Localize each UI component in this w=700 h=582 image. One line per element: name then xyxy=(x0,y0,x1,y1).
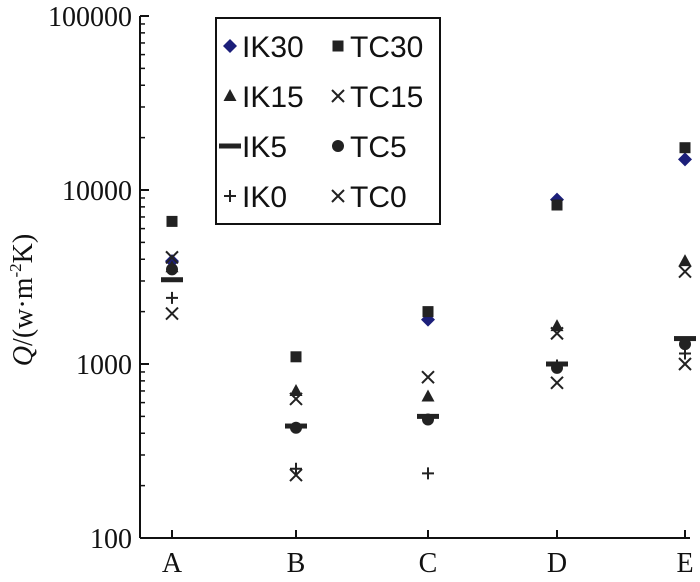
point-tc30-d xyxy=(551,199,563,211)
legend-marker-tc30 xyxy=(332,40,344,52)
point-tc5-b xyxy=(290,421,302,434)
x-tick-label: A xyxy=(162,548,183,579)
point-tc15-e xyxy=(678,264,692,279)
point-tc0-e xyxy=(678,357,692,371)
point-ik15-e xyxy=(678,254,692,267)
axes xyxy=(139,15,690,539)
y-axis-title-q: Q xyxy=(8,346,39,366)
point-tc30-a xyxy=(166,215,178,227)
legend-label-tc0: TC0 xyxy=(350,181,407,214)
point-tc0-b xyxy=(289,468,303,482)
x-tick-label: E xyxy=(676,548,693,579)
legend-marker-tc0 xyxy=(331,189,345,203)
legend-box xyxy=(215,17,441,225)
point-tc30-e xyxy=(679,142,691,154)
point-tc5-a xyxy=(166,263,178,276)
legend-label-ik0: IK0 xyxy=(242,181,287,214)
point-ik0-c xyxy=(422,467,434,480)
point-ik0-e xyxy=(679,347,691,360)
y-tick-label: 100 xyxy=(90,524,132,555)
point-tc0-d xyxy=(550,376,564,390)
legend: IK30 TC30 IK15 TC15 IK5 TC5 IK0 TC0 xyxy=(215,17,441,225)
y-tick-label: 10000 xyxy=(62,176,132,207)
point-ik15-b xyxy=(289,383,303,396)
point-tc15-b xyxy=(289,392,303,406)
point-ik0-b xyxy=(290,462,302,475)
point-ik30-e xyxy=(678,152,692,167)
point-ik15-c xyxy=(421,389,435,402)
x-tick-label: C xyxy=(419,548,438,579)
point-ik5-a xyxy=(161,277,183,283)
point-ik0-d xyxy=(551,359,563,372)
point-tc30-b xyxy=(290,351,302,363)
legend-label-tc5: TC5 xyxy=(350,131,407,164)
y-tick-label: 1000 xyxy=(76,350,132,381)
point-tc0-a xyxy=(165,306,179,321)
point-tc5-c xyxy=(422,413,434,426)
legend-marker-tc5 xyxy=(332,140,344,152)
point-tc30-c xyxy=(422,306,434,318)
legend-marker-ik5 xyxy=(219,143,241,149)
data-points xyxy=(161,142,696,482)
y-axis-title-exponent: -2 xyxy=(6,263,25,277)
point-tc15-c xyxy=(421,370,435,384)
legend-label-ik15: IK15 xyxy=(242,81,304,114)
point-tc15-a xyxy=(165,250,179,265)
legend-label-ik30: IK30 xyxy=(242,31,304,64)
x-tick-label: D xyxy=(547,548,567,579)
point-tc5-e xyxy=(679,338,691,351)
y-axis-title: Q/(w·m-2K) xyxy=(6,234,39,366)
y-axis-title-units: /(w·m xyxy=(8,277,39,346)
svg-text:Q/(w·m-2K): Q/(w·m-2K) xyxy=(6,234,39,366)
legend-label-ik5: IK5 xyxy=(242,131,287,164)
y-axis-title-end: K) xyxy=(8,234,39,264)
legend-marker-ik15 xyxy=(223,89,237,101)
legend-marker-ik0 xyxy=(224,190,236,202)
point-ik0-a xyxy=(166,291,178,304)
point-tc15-d xyxy=(550,326,564,341)
y-tick-label: 100000 xyxy=(48,2,132,33)
legend-label-tc30: TC30 xyxy=(350,31,423,64)
tick-labels: 100 1000 10000 100000 A B C D E xyxy=(48,2,694,579)
point-ik15-d xyxy=(550,319,564,332)
legend-marker-ik30 xyxy=(223,39,237,53)
legend-marker-tc15 xyxy=(331,89,345,103)
x-tick-label: B xyxy=(287,548,306,579)
legend-label-tc15: TC15 xyxy=(350,81,423,114)
